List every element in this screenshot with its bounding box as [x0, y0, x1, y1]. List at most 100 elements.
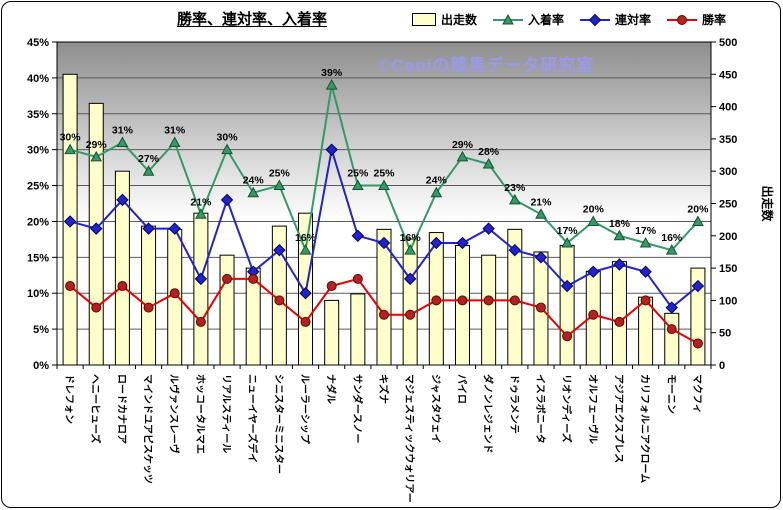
diamond-marker [613, 258, 626, 271]
chart-title: 勝率、連対率、入着率 [176, 11, 327, 28]
data-label: 30% [217, 132, 239, 144]
category-label: ホッコータルマエ [194, 374, 206, 454]
triangle-marker [561, 236, 573, 248]
category-label: ドレフォン [63, 374, 75, 424]
win_rate-swatch-graphic [667, 14, 698, 25]
triangle-marker [378, 179, 390, 191]
triangle-marker [273, 179, 286, 191]
triangle-marker [221, 143, 233, 155]
left-axis-tick-label: 5% [33, 324, 49, 336]
category-label: マクフィ [691, 374, 703, 414]
triangle-marker [142, 165, 155, 176]
diamond-marker [220, 193, 234, 207]
right-axis-tick-label: 50 [719, 328, 731, 340]
bar [481, 254, 497, 366]
bar [559, 244, 575, 366]
watermark: ©Caniの競馬データ研究室 [378, 55, 594, 75]
right-axis-tick-label: 300 [719, 166, 737, 178]
data-label: 21% [190, 196, 212, 208]
category-label: マジェスティックウォリアー [403, 374, 415, 503]
triangle-marker [404, 244, 417, 255]
left-axis-tick-label: 25% [27, 181, 49, 193]
right-axis-tick-label: 100 [719, 295, 737, 307]
place_rate-swatch-graphic [493, 13, 524, 24]
data-label: 20% [583, 203, 605, 215]
diamond-marker [430, 236, 443, 250]
circle-marker [483, 295, 494, 306]
right-axis-tick-label: 250 [719, 199, 737, 211]
left-axis-tick-label: 35% [27, 109, 49, 121]
diamond-marker [325, 143, 338, 156]
category-label: ナダル [325, 374, 338, 404]
left-axis-tick-label: 0% [33, 360, 49, 372]
diamond-marker [194, 272, 208, 286]
circle-marker [352, 273, 363, 284]
data-label: 20% [687, 203, 709, 215]
circle-marker [379, 309, 389, 320]
category-label: ヘニーヒューズ [89, 374, 102, 444]
diamond-marker [377, 236, 391, 250]
triangle-marker [639, 236, 652, 248]
data-label: 24% [426, 175, 448, 187]
diamond-marker [142, 222, 155, 235]
legend-label-quinella-rate: 連対率 [615, 13, 652, 27]
quinella-rate-line-swatch [580, 13, 611, 26]
diamond-marker [588, 13, 602, 26]
category-label: ドゥラメンテ [508, 374, 520, 434]
data-label: 16% [661, 232, 683, 244]
data-label: 30% [60, 132, 82, 144]
data-label: 28% [478, 146, 500, 158]
category-label: アジアエクスプレス [612, 374, 625, 463]
triangle-marker [456, 150, 469, 162]
diamond-marker [691, 279, 705, 293]
category-label: イスラボニータ [534, 374, 547, 444]
place-rate-line-swatch [493, 13, 524, 26]
circle-marker [640, 295, 651, 306]
data-label: 16% [400, 232, 422, 244]
data-label: 17% [557, 225, 579, 237]
category-label: パイロ [455, 374, 467, 404]
category-label: シニスターミニスター [272, 374, 284, 474]
legend-item-place-rate: 入着率 [493, 11, 564, 28]
circle-marker [405, 309, 416, 320]
data-label: 25% [347, 168, 369, 180]
category-label: キズナ [377, 374, 390, 404]
circle-marker [666, 324, 677, 335]
diamond-marker [351, 229, 365, 243]
data-label: 29% [452, 139, 474, 151]
bar [350, 293, 366, 366]
category-label: ダノンレジェンド [482, 374, 495, 454]
category-label: ジャスタウェイ [429, 374, 441, 444]
right-axis-tick-label: 450 [719, 69, 737, 81]
left-axis-tick-label: 10% [27, 288, 49, 300]
triangle-marker [665, 244, 678, 255]
legend: 出走数 入着率 連対率 勝率 [412, 11, 726, 28]
bar [141, 225, 157, 366]
left-axis-tick-label: 45% [27, 37, 49, 49]
triangle-marker [613, 229, 626, 241]
diamond-marker [168, 222, 181, 235]
diamond-marker [639, 265, 652, 278]
triangle-marker [64, 143, 76, 155]
circle-marker [117, 281, 128, 292]
circle-marker [91, 302, 102, 313]
circle-marker [457, 295, 468, 306]
bar [324, 299, 340, 366]
circle-marker [300, 316, 311, 327]
circle-marker [588, 309, 599, 320]
category-label: ルヴァンスレーヴ [168, 374, 181, 454]
category-label: カリフォルニアクローム [639, 374, 651, 483]
legend-item-quinella-rate: 連対率 [580, 11, 651, 28]
diamond-marker [456, 236, 469, 250]
right-axis-tick-label: 200 [719, 231, 737, 243]
left-axis-tick-label: 15% [27, 252, 49, 264]
category-label: マインドユアビスケッツ [142, 374, 155, 484]
triangle-marker [482, 157, 495, 169]
circle-marker [614, 316, 625, 327]
circle-marker [143, 302, 154, 313]
circle-marker [562, 331, 573, 342]
right-axis-tick-label: 350 [719, 134, 737, 146]
diamond-marker [273, 243, 286, 257]
circle-marker [431, 295, 442, 306]
